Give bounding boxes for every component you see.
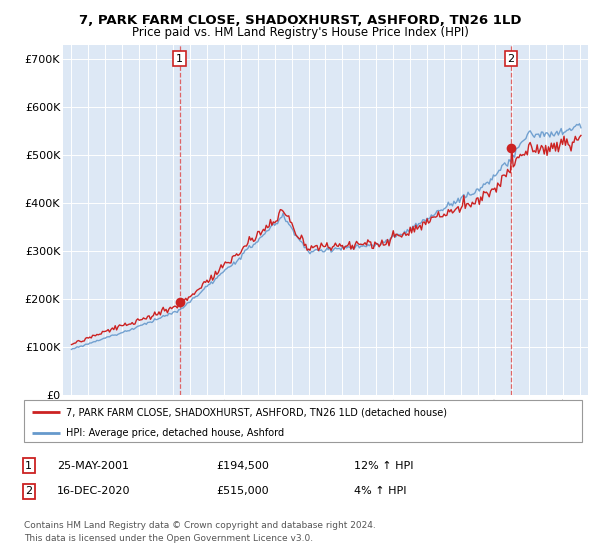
Text: 7, PARK FARM CLOSE, SHADOXHURST, ASHFORD, TN26 1LD: 7, PARK FARM CLOSE, SHADOXHURST, ASHFORD…: [79, 14, 521, 27]
Text: 12% ↑ HPI: 12% ↑ HPI: [354, 461, 413, 471]
FancyBboxPatch shape: [24, 400, 582, 442]
Text: 16-DEC-2020: 16-DEC-2020: [57, 486, 131, 496]
Text: HPI: Average price, detached house, Ashford: HPI: Average price, detached house, Ashf…: [66, 428, 284, 438]
Text: 2: 2: [508, 54, 515, 63]
Text: 1: 1: [176, 54, 183, 63]
Text: Price paid vs. HM Land Registry's House Price Index (HPI): Price paid vs. HM Land Registry's House …: [131, 26, 469, 39]
Text: 2: 2: [25, 486, 32, 496]
Text: 25-MAY-2001: 25-MAY-2001: [57, 461, 129, 471]
Text: 7, PARK FARM CLOSE, SHADOXHURST, ASHFORD, TN26 1LD (detached house): 7, PARK FARM CLOSE, SHADOXHURST, ASHFORD…: [66, 407, 447, 417]
Text: Contains HM Land Registry data © Crown copyright and database right 2024.: Contains HM Land Registry data © Crown c…: [24, 521, 376, 530]
Text: £194,500: £194,500: [216, 461, 269, 471]
Text: 1: 1: [25, 461, 32, 471]
Text: £515,000: £515,000: [216, 486, 269, 496]
Text: 4% ↑ HPI: 4% ↑ HPI: [354, 486, 407, 496]
Text: This data is licensed under the Open Government Licence v3.0.: This data is licensed under the Open Gov…: [24, 534, 313, 543]
